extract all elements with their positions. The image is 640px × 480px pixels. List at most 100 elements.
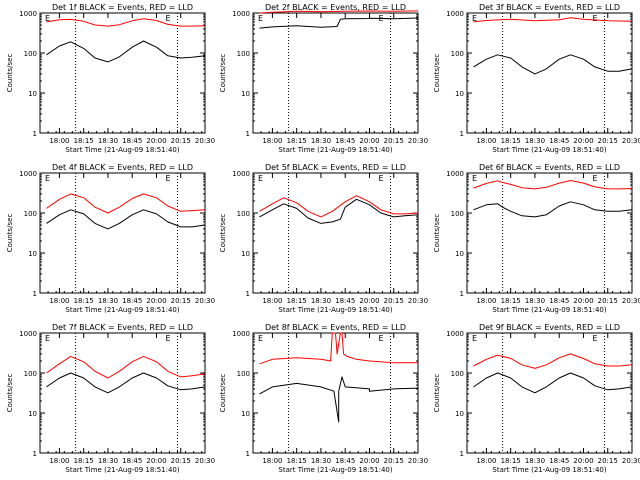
x-tick-label: 18:15 (287, 137, 307, 145)
y-tick-label: 1000 (19, 330, 37, 338)
x-tick-label: 18:45 (122, 137, 142, 145)
y-tick-label: 10 (455, 410, 464, 418)
chart-title: Det 2f BLACK = Events, RED = LLD (265, 3, 406, 12)
x-axis-label: Start Time (21-Aug-09 18:51:40) (65, 306, 179, 314)
y-axis-label: Counts/sec (6, 214, 14, 253)
event-marker-label: E (166, 334, 171, 343)
chart-title: Det 1f BLACK = Events, RED = LLD (52, 3, 193, 12)
x-tick-label: 18:30 (98, 297, 118, 305)
x-tick-label: 18:45 (335, 457, 355, 465)
y-axis-label: Counts/sec (433, 374, 441, 413)
x-tick-label: 18:45 (335, 297, 355, 305)
x-tick-label: 18:30 (525, 457, 545, 465)
x-tick-label: 18:30 (311, 457, 331, 465)
y-tick-label: 10 (455, 250, 464, 258)
x-axis-label: Start Time (21-Aug-09 18:51:40) (65, 146, 179, 154)
series-events-line (259, 376, 419, 423)
x-tick-label: 18:00 (262, 457, 282, 465)
plot-frame (39, 172, 206, 294)
series-events-line (46, 209, 206, 230)
x-tick-label: 20:00 (359, 297, 379, 305)
x-tick-label: 20:30 (408, 457, 428, 465)
y-tick-label: 1 (246, 450, 250, 458)
y-tick-label: 1 (460, 130, 464, 138)
x-tick-label: 18:15 (74, 137, 94, 145)
y-tick-label: 100 (237, 50, 250, 58)
x-tick-label: 20:00 (359, 137, 379, 145)
y-tick-label: 1 (33, 290, 37, 298)
y-axis-label: Counts/sec (219, 214, 227, 253)
y-tick-label: 100 (451, 50, 464, 58)
series-events-line (46, 372, 206, 394)
x-tick-label: 20:15 (598, 457, 618, 465)
x-tick-label: 18:45 (549, 297, 569, 305)
x-tick-label: 20:30 (622, 457, 640, 465)
x-tick-label: 20:15 (384, 297, 404, 305)
plot-frame (466, 332, 633, 454)
chart-title: Det 6f BLACK = Events, RED = LLD (479, 163, 620, 172)
x-tick-label: 18:15 (74, 297, 94, 305)
y-axis-label: Counts/sec (433, 54, 441, 93)
event-marker-label: E (472, 174, 477, 183)
x-tick-label: 18:45 (122, 457, 142, 465)
y-tick-label: 10 (28, 90, 37, 98)
x-axis-label: Start Time (21-Aug-09 18:51:40) (492, 466, 606, 474)
x-tick-label: 18:15 (287, 297, 307, 305)
x-tick-label: 18:00 (49, 137, 69, 145)
series-events-line (259, 198, 419, 224)
series-events-line (46, 40, 206, 63)
y-tick-label: 1000 (232, 330, 250, 338)
y-tick-label: 1000 (446, 170, 464, 178)
x-tick-label: 18:00 (49, 457, 69, 465)
y-tick-label: 100 (451, 370, 464, 378)
x-tick-label: 20:30 (408, 137, 428, 145)
y-tick-label: 10 (455, 90, 464, 98)
event-marker-label: E (472, 334, 477, 343)
series-lld-line (473, 180, 633, 190)
y-tick-label: 1000 (19, 170, 37, 178)
x-tick-label: 18:00 (476, 137, 496, 145)
x-tick-label: 18:30 (98, 457, 118, 465)
x-tick-label: 18:45 (335, 137, 355, 145)
y-tick-label: 1 (246, 130, 250, 138)
y-tick-label: 10 (241, 90, 250, 98)
x-tick-label: 18:30 (525, 297, 545, 305)
x-tick-label: 18:45 (549, 457, 569, 465)
x-tick-label: 18:00 (262, 297, 282, 305)
chart-title: Det 9f BLACK = Events, RED = LLD (479, 323, 620, 332)
event-marker-label: E (258, 174, 263, 183)
series-lld-line (259, 332, 418, 365)
x-tick-label: 20:30 (195, 137, 215, 145)
y-tick-label: 1 (246, 290, 250, 298)
x-axis-label: Start Time (21-Aug-09 18:51:40) (278, 306, 392, 314)
x-axis-label: Start Time (21-Aug-09 18:51:40) (65, 466, 179, 474)
y-tick-label: 100 (24, 50, 37, 58)
series-lld-line (473, 353, 633, 369)
x-tick-label: 20:15 (384, 137, 404, 145)
event-marker-label: E (593, 14, 598, 23)
y-tick-label: 1000 (232, 10, 250, 18)
series-lld-line (259, 10, 419, 14)
y-tick-label: 1000 (446, 330, 464, 338)
event-marker-label: E (45, 14, 50, 23)
x-tick-label: 20:00 (359, 457, 379, 465)
plot-frame (466, 12, 633, 134)
x-tick-label: 20:00 (146, 137, 166, 145)
x-tick-label: 20:15 (171, 297, 191, 305)
series-lld-line (46, 193, 206, 214)
series-lld-line (46, 355, 206, 379)
x-tick-label: 20:30 (408, 297, 428, 305)
x-tick-label: 18:45 (122, 297, 142, 305)
event-marker-label: E (166, 174, 171, 183)
y-tick-label: 10 (28, 250, 37, 258)
y-tick-label: 1 (33, 130, 37, 138)
x-axis-label: Start Time (21-Aug-09 18:51:40) (492, 306, 606, 314)
x-tick-label: 18:30 (311, 137, 331, 145)
event-marker-label: E (379, 334, 384, 343)
